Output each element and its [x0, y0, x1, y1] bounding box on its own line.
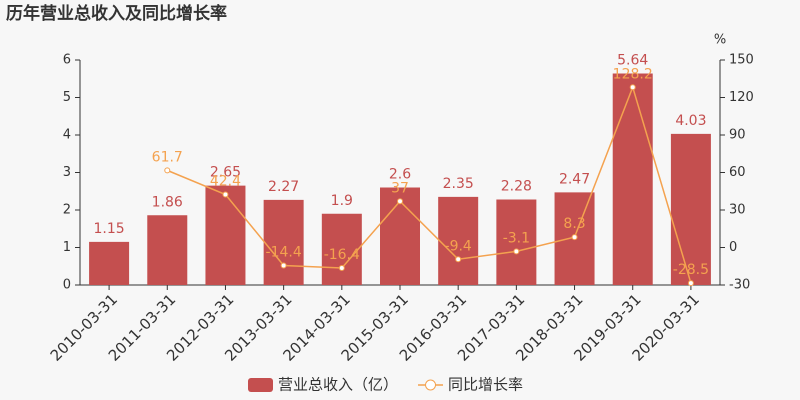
- legend-label: 营业总收入（亿）: [278, 376, 398, 394]
- line-value-label: 37: [391, 180, 409, 196]
- y-tick-label: 0: [63, 278, 71, 293]
- point: [513, 248, 520, 255]
- y2-tick-label: 60: [729, 165, 746, 180]
- point: [397, 198, 403, 205]
- y-tick-label: 5: [63, 90, 71, 105]
- point: [280, 262, 287, 269]
- y-tick-label: 6: [63, 53, 71, 68]
- y-tick-label: 2: [63, 203, 71, 218]
- line-value-label: -9.4: [445, 238, 472, 254]
- y2-tick-label: 150: [729, 53, 754, 68]
- bar-value-label: 1.9: [331, 193, 353, 209]
- line: [166, 84, 692, 284]
- legend-swatch: [248, 378, 273, 392]
- bar: [612, 73, 653, 285]
- y2-tick-label: 90: [729, 128, 746, 143]
- line-value-label: 8.3: [563, 216, 585, 232]
- chart-title: 历年营业总收入及同比增长率: [6, 3, 227, 24]
- bar-value-label: 1.86: [152, 194, 183, 210]
- y2-axis-label: %: [714, 33, 726, 48]
- y-tick-label: 4: [63, 128, 71, 143]
- y2-tick-label: -30: [729, 278, 750, 293]
- bar-value-label: 2.35: [443, 176, 474, 192]
- bar-value-label: 2.27: [268, 179, 299, 195]
- point: [629, 84, 636, 91]
- bar: [147, 215, 188, 285]
- line-value-label: -3.1: [503, 230, 530, 246]
- line-value-label: 42.4: [210, 174, 241, 190]
- bar: [263, 199, 304, 285]
- point: [222, 191, 229, 198]
- line-value-label: 128.2: [613, 66, 653, 82]
- bar-value-label: 5.64: [617, 53, 648, 69]
- bar-value-label: 2.6: [389, 167, 411, 183]
- point: [164, 167, 171, 174]
- point: [338, 265, 345, 271]
- line-value-label: -14.4: [266, 245, 302, 261]
- bar: [89, 241, 130, 285]
- point: [455, 256, 462, 263]
- bar: [321, 213, 362, 285]
- line-value-label: -28.5: [673, 262, 709, 278]
- line-value-label: 61.7: [152, 149, 183, 165]
- legend-swatch: [425, 379, 437, 391]
- y2-tick-label: 30: [729, 203, 746, 218]
- bar-value-label: 4.03: [675, 113, 706, 129]
- y-tick-label: 3: [63, 165, 71, 180]
- y2-tick-label: 120: [729, 90, 754, 105]
- line-value-label: -16.4: [324, 247, 360, 263]
- bar-value-label: 2.28: [501, 179, 532, 195]
- bar-value-label: 2.47: [559, 171, 590, 187]
- point: [687, 280, 694, 287]
- y2-tick-label: 0: [729, 240, 737, 255]
- bar: [438, 196, 479, 285]
- legend-label: 同比增长率: [448, 376, 523, 394]
- bar-value-label: 2.65: [210, 165, 241, 181]
- bar: [205, 185, 246, 285]
- bar: [670, 133, 711, 285]
- bar-value-label: 1.15: [94, 221, 125, 237]
- bar: [496, 199, 537, 285]
- point: [571, 234, 578, 241]
- y-tick-label: 1: [63, 240, 71, 255]
